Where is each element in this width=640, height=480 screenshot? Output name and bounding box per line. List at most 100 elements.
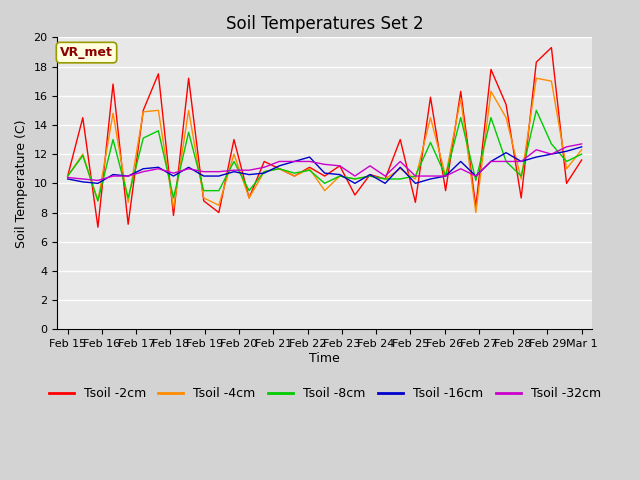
Tsoil -16cm (215, 173, 223, 179)
Tsoil -8cm (563, 158, 570, 164)
Tsoil -16cm (563, 148, 570, 154)
Tsoil -32cm (563, 144, 570, 150)
Tsoil -2cm (200, 198, 207, 204)
Tsoil -8cm (412, 173, 419, 179)
Tsoil -32cm (94, 178, 102, 183)
Tsoil -2cm (412, 200, 419, 205)
Tsoil -2cm (366, 172, 374, 178)
Tsoil -16cm (381, 180, 389, 186)
Line: Tsoil -2cm: Tsoil -2cm (68, 48, 582, 227)
Line: Tsoil -16cm: Tsoil -16cm (68, 147, 582, 183)
Tsoil -16cm (578, 144, 586, 150)
Tsoil -2cm (245, 195, 253, 201)
Tsoil -16cm (396, 165, 404, 170)
Tsoil -4cm (502, 115, 510, 120)
Tsoil -8cm (306, 168, 314, 173)
Tsoil -4cm (472, 210, 479, 216)
Y-axis label: Soil Temperature (C): Soil Temperature (C) (15, 119, 28, 248)
Tsoil -32cm (275, 158, 283, 164)
Tsoil -32cm (260, 165, 268, 170)
Tsoil -2cm (457, 88, 465, 94)
Tsoil -2cm (532, 59, 540, 65)
Tsoil -8cm (109, 137, 117, 143)
Tsoil -32cm (200, 169, 207, 175)
Tsoil -2cm (427, 94, 435, 100)
Tsoil -2cm (275, 166, 283, 172)
Tsoil -16cm (260, 170, 268, 176)
X-axis label: Time: Time (309, 352, 340, 365)
Tsoil -2cm (336, 163, 344, 168)
Tsoil -8cm (351, 176, 359, 182)
Tsoil -32cm (306, 158, 314, 164)
Tsoil -16cm (200, 173, 207, 179)
Tsoil -8cm (381, 176, 389, 182)
Tsoil -4cm (487, 88, 495, 94)
Tsoil -8cm (336, 173, 344, 179)
Tsoil -8cm (79, 153, 86, 158)
Tsoil -32cm (230, 168, 238, 173)
Tsoil -4cm (442, 173, 449, 179)
Tsoil -16cm (472, 173, 479, 179)
Tsoil -2cm (140, 108, 147, 113)
Tsoil -8cm (245, 188, 253, 193)
Tsoil -2cm (487, 67, 495, 72)
Title: Soil Temperatures Set 2: Soil Temperatures Set 2 (226, 15, 424, 33)
Tsoil -4cm (321, 188, 328, 193)
Tsoil -8cm (140, 135, 147, 141)
Tsoil -8cm (94, 198, 102, 204)
Tsoil -16cm (140, 166, 147, 172)
Tsoil -16cm (532, 154, 540, 160)
Tsoil -32cm (245, 168, 253, 173)
Tsoil -4cm (245, 195, 253, 201)
Tsoil -16cm (291, 158, 298, 164)
Tsoil -2cm (472, 204, 479, 210)
Tsoil -16cm (94, 180, 102, 186)
Tsoil -4cm (215, 203, 223, 208)
Tsoil -2cm (396, 137, 404, 143)
Tsoil -16cm (154, 165, 162, 170)
Tsoil -8cm (532, 108, 540, 113)
Tsoil -2cm (154, 71, 162, 77)
Tsoil -2cm (578, 157, 586, 163)
Tsoil -32cm (351, 173, 359, 179)
Tsoil -4cm (306, 166, 314, 172)
Tsoil -16cm (487, 158, 495, 164)
Tsoil -16cm (64, 176, 72, 182)
Tsoil -4cm (124, 200, 132, 205)
Tsoil -2cm (306, 165, 314, 170)
Tsoil -32cm (366, 163, 374, 168)
Tsoil -4cm (457, 96, 465, 102)
Tsoil -2cm (291, 173, 298, 179)
Tsoil -8cm (260, 169, 268, 175)
Tsoil -32cm (457, 166, 465, 172)
Line: Tsoil -4cm: Tsoil -4cm (68, 78, 582, 213)
Tsoil -4cm (230, 151, 238, 157)
Tsoil -16cm (245, 172, 253, 178)
Tsoil -8cm (170, 195, 177, 201)
Tsoil -8cm (154, 128, 162, 133)
Tsoil -8cm (64, 173, 72, 179)
Tsoil -32cm (381, 173, 389, 179)
Tsoil -2cm (170, 213, 177, 218)
Tsoil -4cm (563, 166, 570, 172)
Tsoil -4cm (336, 173, 344, 179)
Line: Tsoil -32cm: Tsoil -32cm (68, 144, 582, 180)
Tsoil -32cm (154, 166, 162, 172)
Tsoil -4cm (578, 147, 586, 153)
Tsoil -32cm (215, 169, 223, 175)
Tsoil -32cm (170, 170, 177, 176)
Tsoil -2cm (185, 75, 193, 81)
Tsoil -16cm (517, 158, 525, 164)
Tsoil -2cm (79, 115, 86, 120)
Tsoil -4cm (200, 195, 207, 201)
Tsoil -8cm (472, 178, 479, 183)
Tsoil -8cm (517, 173, 525, 179)
Line: Tsoil -8cm: Tsoil -8cm (68, 110, 582, 201)
Tsoil -8cm (427, 140, 435, 145)
Tsoil -16cm (109, 172, 117, 178)
Tsoil -8cm (215, 188, 223, 193)
Tsoil -32cm (396, 158, 404, 164)
Tsoil -32cm (578, 141, 586, 147)
Tsoil -32cm (336, 163, 344, 168)
Tsoil -32cm (140, 169, 147, 175)
